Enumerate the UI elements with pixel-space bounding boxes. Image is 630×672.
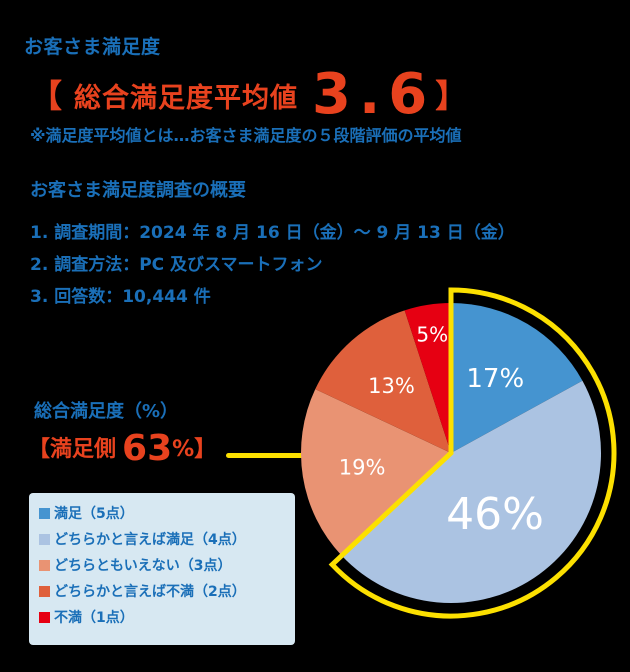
pie-slice — [315, 310, 451, 453]
legend-item: どちらともいえない（3点） — [39, 555, 231, 575]
summary-title: お客さま満足度調査の概要 — [30, 180, 246, 201]
pie-slice-label: 13% — [368, 374, 415, 398]
legend-item: 不満（1点） — [39, 607, 134, 627]
connector-line — [226, 453, 304, 458]
average-score-label: 総合満足度平均値 — [74, 83, 299, 114]
satisfied-pct: % — [172, 437, 195, 462]
legend-label: どちらかと言えば不満（2点） — [54, 584, 246, 600]
legend-swatch — [39, 534, 50, 545]
pie-slice-label: 19% — [339, 455, 386, 479]
satisfied-value: 63 — [122, 428, 173, 469]
pie-slice — [451, 303, 583, 453]
average-score-heading: 【総合満足度平均値 3.6】 — [30, 62, 467, 127]
legend-label: どちらともいえない（3点） — [54, 558, 232, 574]
legend-label: 満足（5点） — [54, 506, 134, 522]
bracket-close: 】 — [435, 77, 468, 115]
pie-slice — [404, 303, 451, 453]
legend-item: どちらかと言えば不満（2点） — [39, 581, 246, 601]
legend-swatch — [39, 508, 50, 519]
summary-item-responses: 3. 回答数：10,444 件 — [30, 287, 211, 307]
summary-item-method: 2. 調査方法：PC 及びスマートフォン — [30, 255, 323, 275]
chart-legend: 満足（5点） どちらかと言えば満足（4点） どちらともいえない（3点） どちらか… — [29, 493, 295, 645]
pie-slice — [341, 380, 602, 604]
satisfied-highlight-outline — [328, 287, 617, 619]
pie-slice-label: 17% — [466, 364, 524, 394]
legend-swatch — [39, 586, 50, 597]
legend-label: どちらかと言えば満足（4点） — [54, 532, 246, 548]
legend-swatch — [39, 560, 50, 571]
average-note: ※満足度平均値とは…お客さま満足度の５段階評価の平均値 — [30, 126, 462, 145]
chart-title: 総合満足度（%） — [34, 401, 179, 422]
average-score-value: 3.6 — [312, 62, 436, 127]
pie-labels: 17% 46% 19% 13% 5% — [339, 322, 544, 540]
satisfied-side-total: 【満足側 63%】 — [28, 428, 216, 469]
legend-swatch — [39, 612, 50, 623]
legend-label: 不満（1点） — [54, 610, 134, 626]
pie-slices — [301, 303, 602, 604]
pie-slice-label: 5% — [416, 322, 448, 346]
pie-slice-label: 46% — [446, 489, 544, 540]
summary-item-period: 1. 調査期間：2024 年 8 月 16 日（金）～ 9 月 13 日（金） — [30, 223, 515, 243]
page-subtitle: お客さま満足度 — [24, 36, 161, 58]
legend-item: どちらかと言えば満足（4点） — [39, 529, 246, 549]
legend-item: 満足（5点） — [39, 503, 134, 523]
satisfied-prefix: 【満足側 — [28, 437, 117, 462]
satisfied-suffix: 】 — [194, 437, 217, 462]
pie-slice — [301, 389, 451, 556]
bracket-open: 【 — [30, 77, 63, 115]
